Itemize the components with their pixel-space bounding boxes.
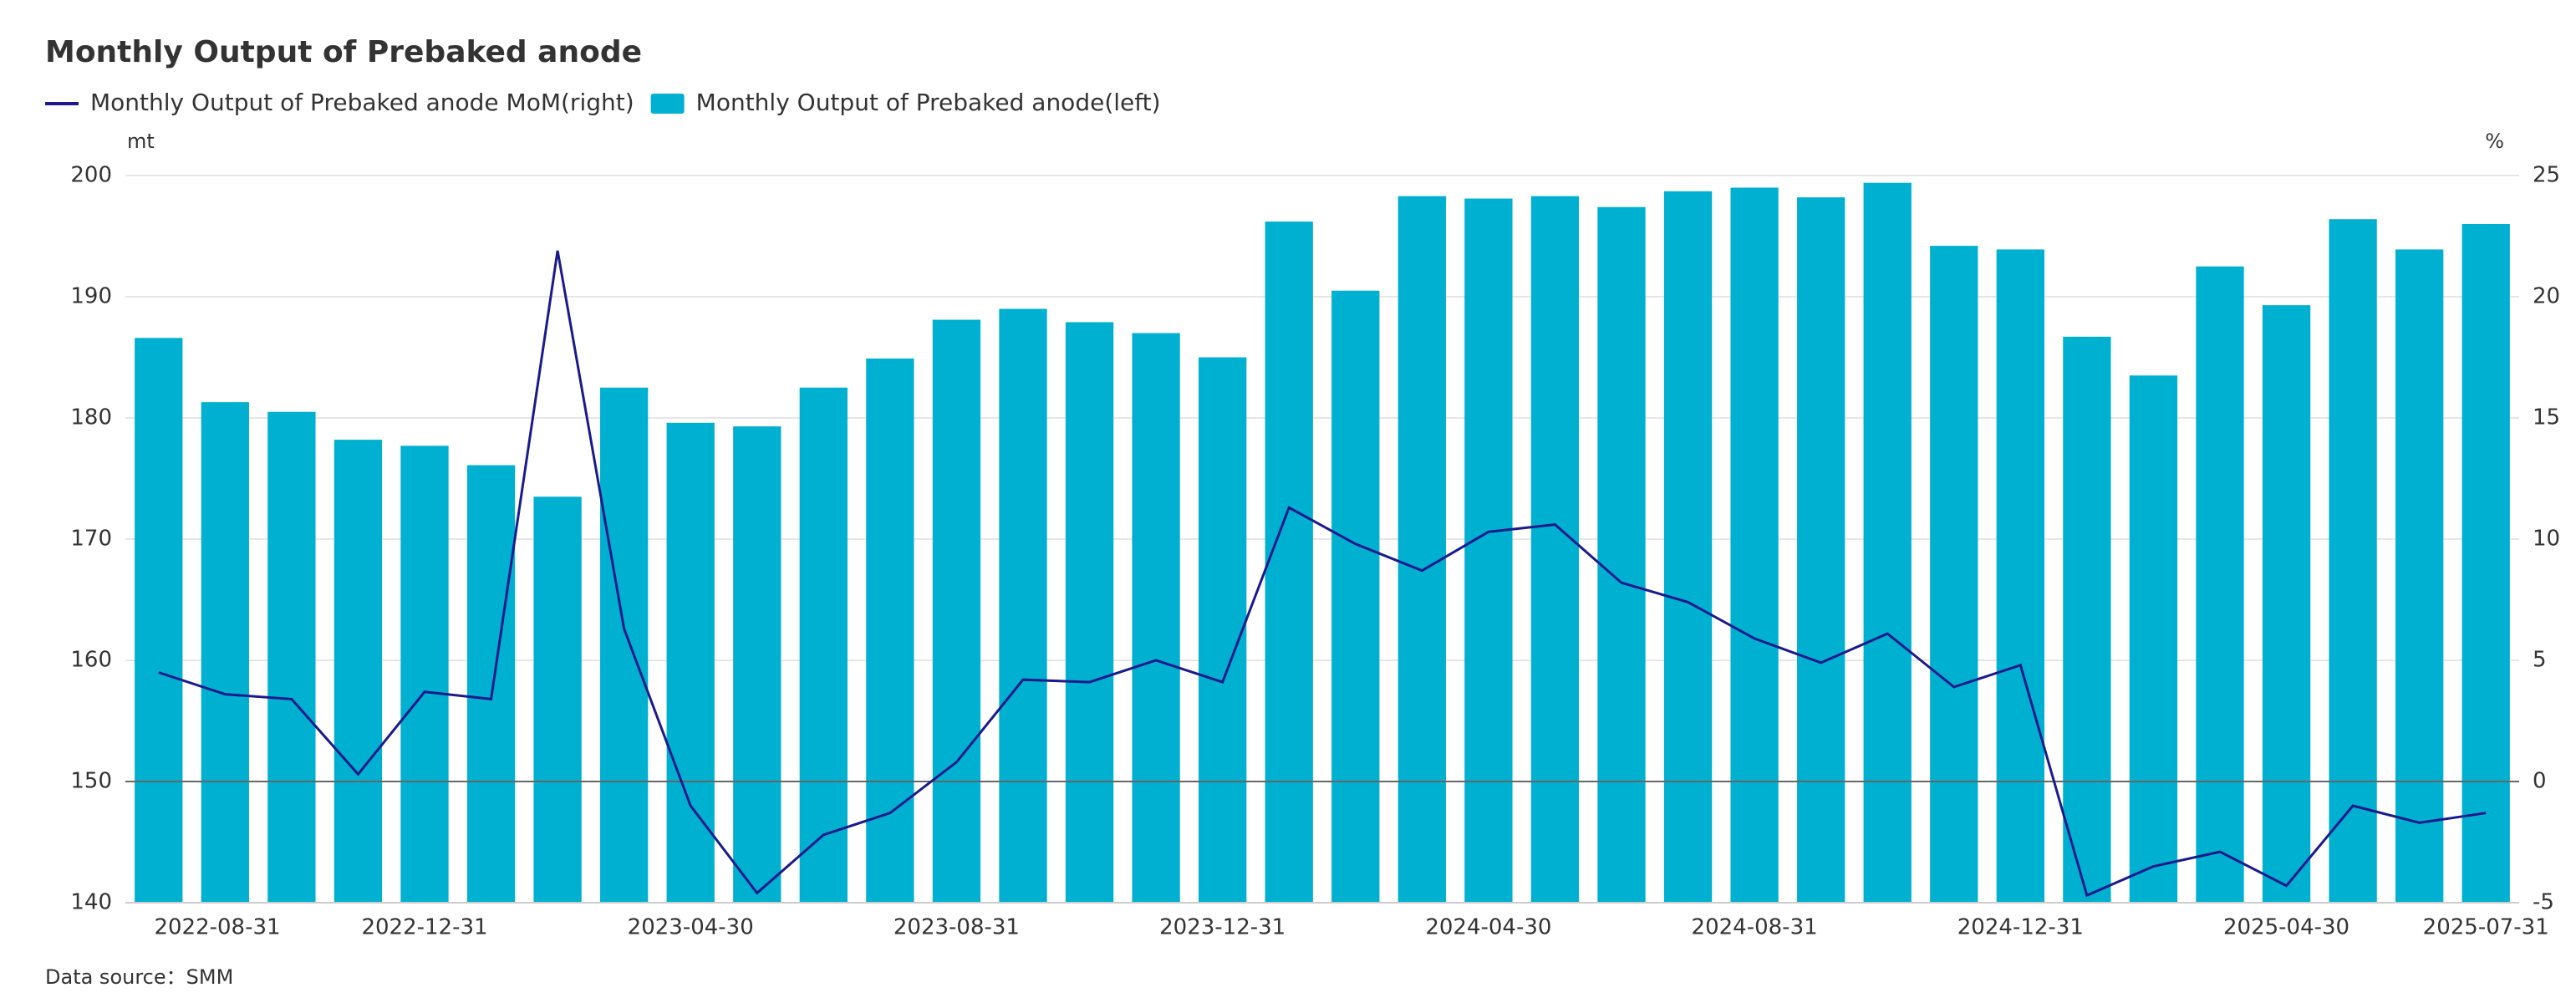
bar — [2063, 336, 2111, 904]
bar — [1464, 198, 1513, 904]
y-tick-label: 170 — [70, 527, 112, 552]
y-tick-label: 200 — [70, 163, 112, 188]
y2-tick-label: 15 — [2533, 405, 2560, 430]
x-tick-label: 2025-04-30 — [2223, 915, 2349, 940]
y2-tick-label: -5 — [2533, 890, 2554, 915]
bar — [999, 308, 1047, 903]
bar — [1863, 182, 1912, 903]
bar — [1132, 333, 1180, 903]
x-tick-label: 2024-12-31 — [1957, 915, 2084, 940]
y-tick-label: 160 — [70, 648, 112, 673]
y-axis-unit: mt — [127, 130, 155, 153]
bar — [799, 387, 848, 903]
bar — [1530, 196, 1580, 903]
y2-tick-label: 10 — [2533, 527, 2560, 552]
bar — [866, 358, 914, 903]
bar — [1065, 322, 1114, 903]
x-tick-label: 2025-07-31 — [2423, 915, 2549, 940]
y-tick-label: 190 — [70, 284, 112, 309]
x-tick-label: 2024-08-31 — [1692, 915, 1818, 940]
bar — [2329, 219, 2377, 903]
bar — [267, 411, 316, 903]
source-note: Data source：SMM — [45, 965, 233, 989]
bar — [666, 422, 715, 903]
y-tick-label: 150 — [70, 769, 112, 794]
bar — [201, 402, 249, 903]
bar — [2461, 224, 2510, 903]
x-tick-label: 2022-12-31 — [361, 915, 487, 940]
bar — [1797, 197, 1845, 904]
y2-tick-label: 5 — [2533, 648, 2547, 673]
y2-axis-unit: % — [2485, 130, 2504, 153]
bar — [2395, 249, 2444, 903]
bar — [135, 338, 183, 903]
legend-label: Monthly Output of Prebaked anode(left) — [696, 89, 1161, 116]
y2-tick-label: 20 — [2533, 284, 2560, 309]
bar — [466, 465, 516, 903]
bar — [2196, 266, 2244, 903]
bar — [1199, 357, 1247, 903]
bar — [1331, 290, 1380, 903]
bar — [333, 440, 383, 903]
bar — [1597, 206, 1646, 903]
bar — [733, 426, 781, 903]
x-tick-label: 2023-12-31 — [1159, 915, 1285, 940]
line — [158, 250, 2487, 898]
y-tick-label: 180 — [70, 405, 112, 430]
bar — [1730, 187, 1779, 903]
bar — [2262, 305, 2311, 903]
bar — [2129, 375, 2178, 903]
bar — [1397, 196, 1446, 903]
x-tick-label: 2023-04-30 — [628, 915, 754, 940]
y-tick-label: 140 — [70, 890, 112, 915]
x-tick-label: 2023-08-31 — [893, 915, 1020, 940]
y2-tick-label: 0 — [2533, 769, 2547, 794]
x-tick-label: 2024-04-30 — [1425, 915, 1551, 940]
y2-tick-label: 25 — [2533, 163, 2560, 188]
bar — [1930, 246, 1978, 904]
legend-label: Monthly Output of Prebaked anode MoM(rig… — [90, 89, 634, 116]
bar — [1265, 221, 1313, 904]
legend-swatch — [650, 94, 685, 114]
chart-title: Monthly Output of Prebaked anode — [45, 35, 642, 69]
bar — [1663, 191, 1713, 904]
x-tick-label: 2022-08-31 — [154, 915, 280, 940]
bar — [932, 319, 981, 903]
bar — [400, 445, 449, 903]
bar — [533, 496, 582, 903]
bar — [600, 387, 649, 903]
bar — [1996, 249, 2044, 903]
